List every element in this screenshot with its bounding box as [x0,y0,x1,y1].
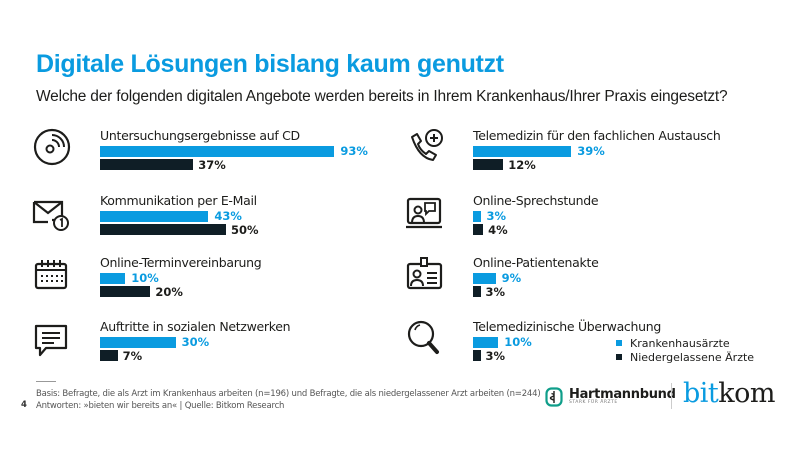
category-label: Untersuchungsergebnisse auf CD [100,128,300,143]
value-label-niedergelassen: 37% [198,158,226,172]
bar-niedergelassen [473,350,481,361]
bar-niedergelassen [100,286,151,297]
value-label-krankenhaus: 10% [131,271,159,285]
category-label: Online-Sprechstunde [473,193,599,208]
chart-item: Online-Terminvereinbarung 10% 20% [30,252,390,312]
chart-item: Online-Patientenakte 9% 3% [403,252,763,312]
legend: Krankenhausärzte Niedergelassene Ärzte [616,336,754,364]
value-label-niedergelassen: 4% [488,223,508,237]
calendar-icon [34,260,68,290]
phone-medical-icon [411,129,443,161]
bar-niedergelassen [473,224,484,235]
chart-item: Telemedizinische Überwachung 10% 3% [403,316,763,376]
page-number: 4 [21,400,27,410]
bar-krankenhaus [473,146,572,157]
video-consultation-icon [406,197,442,229]
bar-niedergelassen [100,224,226,235]
category-label: Auftritte in sozialen Netzwerken [100,319,291,334]
value-label-krankenhaus: 93% [340,144,368,158]
chart-subtitle: Welche der folgenden digitalen Angebote … [36,88,728,105]
chart-item: Untersuchungsergebnisse auf CD 93% 37% [30,125,390,185]
hartmannbund-tagline: STARK FÜR ÄRZTE [569,400,618,406]
bar-krankenhaus [473,273,496,284]
value-label-niedergelassen: 3% [485,285,506,299]
id-card-icon [406,257,443,290]
legend-label: Niedergelassene Ärzte [630,350,755,364]
bar-krankenhaus [473,337,499,348]
chart-item: Auftritte in sozialen Netzwerken 30% 7% [30,316,390,376]
value-label-krankenhaus: 43% [214,209,242,223]
bitkom-logo-bit: bit [683,378,719,409]
chart-item: Online-Sprechstunde 3% 4% [403,190,763,250]
value-label-krankenhaus: 30% [181,335,210,349]
footnote-basis: Basis: Befragte, die als Arzt im Kranken… [36,389,541,399]
category-label: Kommunikation per E-Mail [100,193,257,208]
chat-bubble-icon [34,324,68,357]
value-label-krankenhaus: 10% [504,335,532,349]
logo-divider [671,383,672,409]
legend-swatch-niedergelassen [616,354,622,360]
bar-krankenhaus [100,273,126,284]
value-label-krankenhaus: 39% [577,144,605,158]
value-label-niedergelassen: 7% [122,349,143,363]
bar-krankenhaus [100,337,176,348]
chart-item: Kommunikation per E-Mail 43% 50% [30,190,390,250]
hartmannbund-logo: Hartmannbund STARK FÜR ÄRZTE [545,382,676,412]
bar-niedergelassen [473,159,504,170]
category-label: Telemedizinische Überwachung [473,319,662,334]
bitkom-logo: bitkom [683,378,775,409]
value-label-niedergelassen: 12% [508,158,536,172]
bar-krankenhaus [100,211,209,222]
bar-krankenhaus [100,146,335,157]
legend-item-niedergelassen: Niedergelassene Ärzte [616,350,754,364]
magnifier-icon [407,320,439,354]
bar-krankenhaus [473,211,481,222]
footnote-answers: Antworten: »bieten wir bereits an« | Que… [36,401,285,411]
cd-icon [33,128,71,166]
legend-item-krankenhaus: Krankenhausärzte [616,336,754,350]
value-label-krankenhaus: 9% [501,271,522,285]
hartmannbund-name: Hartmannbund [569,387,676,403]
value-label-niedergelassen: 20% [155,285,183,299]
category-label: Online-Terminvereinbarung [100,255,262,270]
chart-title: Digitale Lösungen bislang kaum genutzt [36,50,504,78]
chart-item: Telemedizin für den fachlichen Austausch… [403,125,763,185]
bitkom-logo-kom: kom [718,378,775,409]
value-label-niedergelassen: 3% [485,349,506,363]
category-label: Telemedizin für den fachlichen Austausch [473,128,721,143]
bar-niedergelassen [473,286,481,297]
value-label-niedergelassen: 50% [231,223,259,237]
email-icon [32,200,69,231]
bar-niedergelassen [100,350,118,361]
legend-swatch-krankenhaus [616,340,622,346]
bar-niedergelassen [100,159,194,170]
legend-label: Krankenhausärzte [630,336,730,350]
footer-divider [36,381,56,382]
value-label-krankenhaus: 3% [486,209,507,223]
hartmannbund-logo-icon [545,387,563,407]
category-label: Online-Patientenakte [473,255,599,270]
